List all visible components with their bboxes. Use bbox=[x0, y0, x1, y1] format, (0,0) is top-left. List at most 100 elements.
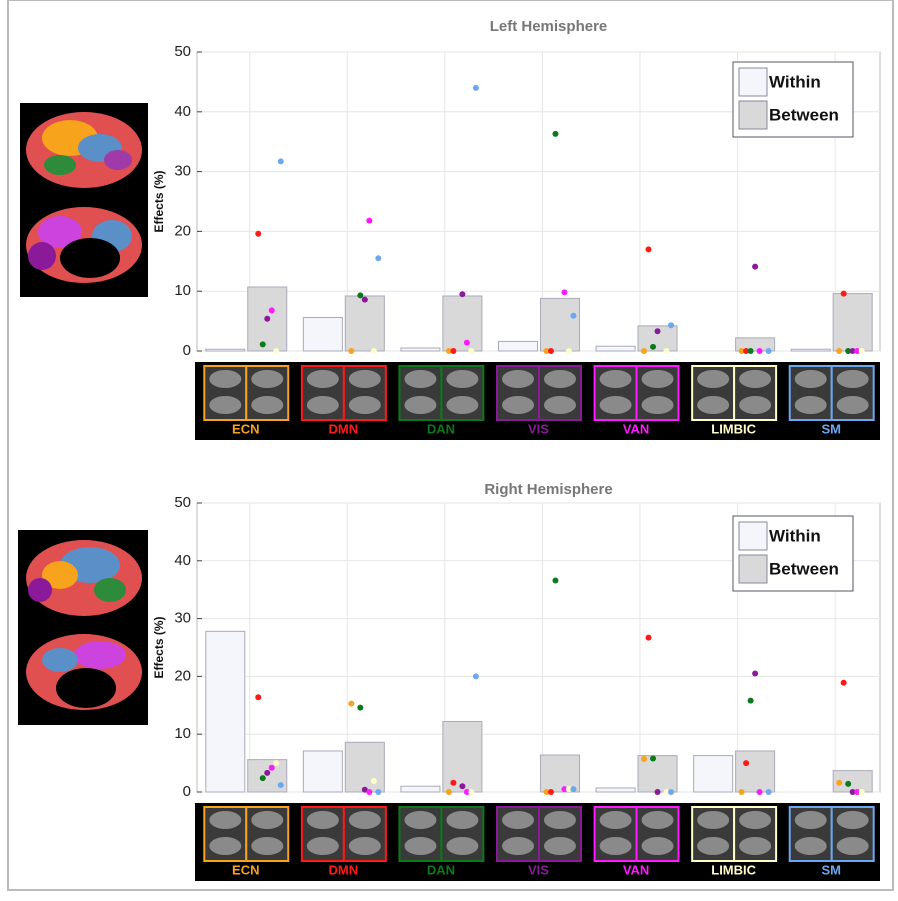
thumb-brain bbox=[209, 837, 242, 855]
thumb-brain bbox=[404, 811, 437, 829]
dot bbox=[547, 348, 554, 354]
dot bbox=[268, 764, 275, 771]
dot bbox=[552, 130, 559, 137]
thumb-brain bbox=[251, 370, 284, 388]
dot bbox=[259, 341, 266, 348]
thumb-brain bbox=[348, 811, 381, 829]
dot bbox=[854, 789, 861, 795]
thumb-brain bbox=[794, 396, 827, 414]
dot bbox=[348, 348, 355, 354]
dot bbox=[375, 255, 382, 262]
bar bbox=[442, 295, 483, 352]
dot bbox=[348, 700, 355, 707]
dot bbox=[845, 348, 852, 354]
bar bbox=[735, 750, 776, 793]
dot bbox=[565, 348, 572, 354]
dot bbox=[366, 217, 373, 224]
dot bbox=[450, 348, 457, 354]
dot bbox=[463, 789, 470, 795]
dot bbox=[756, 348, 763, 354]
dot bbox=[450, 779, 457, 786]
network-label: DAN bbox=[427, 421, 455, 436]
network-label: SM bbox=[821, 421, 841, 436]
dot bbox=[663, 348, 670, 354]
y-tick-label: 0 bbox=[183, 342, 191, 359]
bar bbox=[539, 754, 580, 793]
thumb-brain bbox=[836, 396, 869, 414]
network-label: DMN bbox=[329, 862, 359, 877]
dot bbox=[650, 343, 657, 350]
thumb-brain bbox=[348, 837, 381, 855]
dot bbox=[752, 670, 759, 677]
thumb-brain bbox=[697, 370, 730, 388]
bar bbox=[595, 345, 636, 352]
y-tick-label: 30 bbox=[174, 610, 191, 627]
dot bbox=[641, 756, 648, 763]
bar bbox=[400, 347, 441, 352]
dot bbox=[543, 789, 550, 795]
dot bbox=[357, 704, 364, 711]
thumb-brain bbox=[502, 837, 535, 855]
network-label: DMN bbox=[329, 421, 359, 436]
legend-label: Between bbox=[769, 559, 839, 578]
dot bbox=[445, 348, 452, 354]
dot bbox=[840, 679, 847, 686]
thumb-brain bbox=[543, 370, 576, 388]
dot bbox=[641, 348, 648, 354]
dot bbox=[836, 779, 843, 786]
legend-swatch bbox=[738, 521, 768, 551]
bar bbox=[595, 787, 636, 793]
dot bbox=[836, 348, 843, 354]
thumb-brain bbox=[641, 396, 674, 414]
dot bbox=[472, 84, 479, 91]
thumb-brain bbox=[599, 811, 632, 829]
dot bbox=[268, 307, 275, 314]
bar bbox=[735, 337, 776, 352]
dot bbox=[468, 789, 475, 795]
brain-map-left bbox=[20, 103, 148, 297]
dot bbox=[654, 789, 661, 795]
network-label: SM bbox=[821, 862, 841, 877]
dot bbox=[561, 786, 568, 793]
thumb-brain bbox=[794, 370, 827, 388]
thumb-brain bbox=[599, 837, 632, 855]
thumb-brain bbox=[794, 811, 827, 829]
network-label: LIMBIC bbox=[711, 421, 756, 436]
dot bbox=[459, 291, 466, 298]
thumb-brain bbox=[599, 396, 632, 414]
thumb-brain bbox=[446, 396, 479, 414]
dot bbox=[547, 789, 554, 795]
legend-label: Between bbox=[769, 105, 839, 124]
dot bbox=[255, 230, 262, 237]
thumb-brain bbox=[209, 396, 242, 414]
thumb-brain bbox=[543, 396, 576, 414]
thumb-brain bbox=[404, 837, 437, 855]
dot bbox=[854, 348, 861, 354]
y-axis-label: Effects (%) bbox=[152, 170, 166, 232]
thumb-brain bbox=[739, 811, 772, 829]
bar bbox=[539, 297, 580, 352]
dot bbox=[668, 789, 675, 795]
dot bbox=[743, 348, 750, 354]
legend-swatch bbox=[738, 554, 768, 584]
dot bbox=[743, 760, 750, 767]
dot bbox=[565, 786, 572, 793]
thumb-brain bbox=[306, 396, 339, 414]
dot bbox=[463, 339, 470, 346]
dot bbox=[375, 789, 382, 795]
thumb-brain bbox=[641, 811, 674, 829]
y-tick-label: 10 bbox=[174, 282, 191, 299]
dot bbox=[756, 789, 763, 795]
bar bbox=[693, 755, 734, 793]
bar bbox=[497, 340, 539, 352]
dot bbox=[361, 786, 368, 793]
dot bbox=[738, 348, 745, 354]
thumb-brain bbox=[348, 396, 381, 414]
thumb-brain bbox=[697, 837, 730, 855]
dot bbox=[543, 348, 550, 354]
bar bbox=[344, 741, 385, 793]
dot bbox=[738, 789, 745, 795]
y-tick-label: 50 bbox=[174, 43, 191, 60]
y-tick-label: 40 bbox=[174, 552, 191, 569]
thumb-brain bbox=[836, 370, 869, 388]
